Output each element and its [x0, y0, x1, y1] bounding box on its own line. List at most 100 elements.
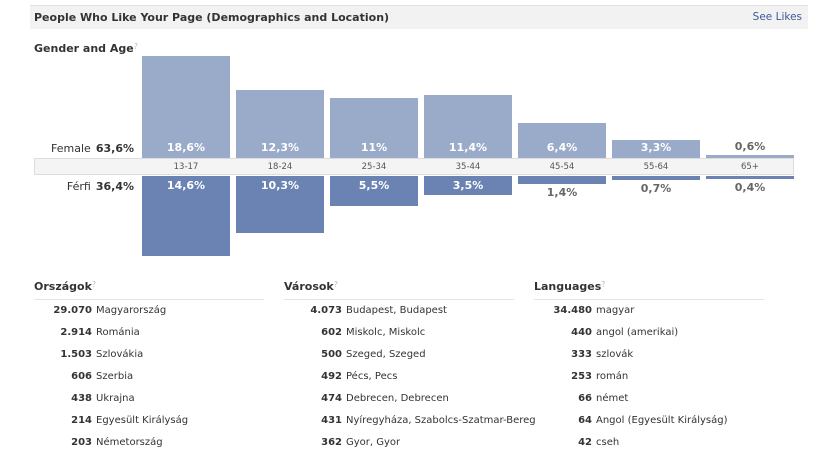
stats-list: Languages? 34.480 magyar 440 angol (amerikai… — [534, 280, 764, 454]
item-count: 2.914 — [60, 327, 92, 338]
female-value-label: 11% — [360, 141, 388, 154]
male-bar — [706, 176, 794, 179]
list-item: 42 cseh — [534, 432, 764, 454]
list-title: Országok? — [34, 280, 264, 300]
list-item: 29.070 Magyarország — [34, 300, 264, 322]
female-bar — [706, 154, 794, 158]
male-value-label: 0,4% — [734, 181, 766, 194]
list-item: 362 Gyor, Gyor — [284, 432, 514, 454]
male-value-label: 5,5% — [358, 179, 390, 192]
female-summary: Female 63,6% — [38, 142, 134, 155]
item-name: Németország — [96, 437, 163, 448]
list-item: 4.073 Budapest, Budapest — [284, 300, 514, 322]
gender-age-title: Gender and Age? — [34, 42, 138, 55]
age-tick-label: 18-24 — [267, 162, 293, 172]
item-name: Szlovákia — [96, 349, 144, 360]
gender-age-label: Gender and Age — [34, 42, 134, 55]
item-name: szlovák — [596, 349, 634, 360]
see-likes-link[interactable]: See Likes — [752, 11, 802, 23]
item-count: 42 — [578, 437, 592, 448]
item-count: 431 — [321, 415, 342, 426]
list-item: 474 Debrecen, Debrecen — [284, 388, 514, 410]
list-item: 500 Szeged, Szeged — [284, 344, 514, 366]
female-value-label: 6,4% — [546, 141, 578, 154]
item-name: cseh — [596, 437, 620, 448]
item-name: Románia — [96, 327, 140, 338]
list-title-text: Országok — [34, 280, 92, 293]
list-item: 64 Angol (Egyesült Királyság) — [534, 410, 764, 432]
item-name: angol (amerikai) — [596, 327, 679, 338]
female-bar — [142, 55, 230, 158]
help-icon[interactable]: ? — [91, 280, 97, 289]
item-name: Magyarország — [96, 305, 167, 316]
male-bar — [142, 176, 230, 257]
item-count: 214 — [71, 415, 92, 426]
item-count: 440 — [571, 327, 592, 338]
female-value-label: 0,6% — [734, 139, 766, 153]
item-name: Nyíregyháza, Szabolcs-Szatmar-Bereg — [346, 415, 536, 426]
age-tick-label: 35-44 — [455, 162, 481, 172]
female-bar — [612, 139, 700, 158]
item-name: román — [596, 371, 629, 382]
list-item: 492 Pécs, Pecs — [284, 366, 514, 388]
item-count: 606 — [71, 371, 92, 382]
female-bar — [518, 122, 606, 158]
list-item: 253 román — [534, 366, 764, 388]
list-item: 1.503 Szlovákia — [34, 344, 264, 366]
list-item: 606 Szerbia — [34, 366, 264, 388]
item-count: 4.073 — [310, 305, 342, 316]
item-count: 333 — [571, 349, 592, 360]
panel-header: People Who Like Your Page (Demographics … — [30, 5, 808, 29]
female-bar — [236, 90, 324, 158]
item-name: Angol (Egyesült Királyság) — [596, 415, 728, 426]
female-value-label: 3,3% — [640, 141, 672, 154]
item-name: magyar — [596, 305, 635, 316]
list-item: 438 Ukrajna — [34, 388, 264, 410]
male-value-label: 3,5% — [452, 179, 484, 192]
stats-list: Országok? 29.070 Magyarország 2.914 Románia 1… — [34, 280, 264, 454]
item-count: 66 — [578, 393, 592, 404]
list-item: 2.914 Románia — [34, 322, 264, 344]
item-count: 203 — [71, 437, 92, 448]
age-tick-label: 13-17 — [173, 162, 199, 172]
item-name: Szeged, Szeged — [346, 349, 426, 360]
item-name: Debrecen, Debrecen — [346, 393, 449, 404]
list-item: 214 Egyesült Királyság — [34, 410, 264, 432]
help-icon[interactable]: ? — [601, 280, 606, 289]
male-bar — [518, 176, 606, 184]
male-bar — [330, 176, 418, 207]
female-value-label: 11,4% — [448, 141, 488, 154]
female-value-label: 12,3% — [260, 141, 300, 154]
panel-title: People Who Like Your Page (Demographics … — [34, 11, 390, 24]
male-value-label: 14,6% — [166, 179, 206, 192]
male-value-label: 1,4% — [546, 185, 578, 199]
female-total: 63,6% — [95, 142, 134, 155]
list-item: 203 Németország — [34, 432, 264, 454]
male-bar — [424, 176, 512, 196]
male-total: 36,4% — [95, 180, 134, 193]
list-item: 602 Miskolc, Miskolc — [284, 322, 514, 344]
list-title: Városok? — [284, 280, 514, 300]
female-label: Female — [51, 142, 91, 155]
list-item: 431 Nyíregyháza, Szabolcs-Szatmar-Bereg — [284, 410, 536, 432]
age-tick-label: 55-64 — [643, 162, 669, 172]
item-count: 34.480 — [553, 305, 592, 316]
item-count: 253 — [571, 371, 592, 382]
item-count: 64 — [578, 415, 592, 426]
male-bar — [612, 176, 700, 180]
help-icon[interactable]: ? — [333, 280, 338, 289]
item-name: Miskolc, Miskolc — [346, 327, 426, 338]
help-icon[interactable]: ? — [133, 42, 138, 51]
item-count: 602 — [321, 327, 342, 338]
list-item: 333 szlovák — [534, 344, 764, 366]
female-bar — [330, 97, 418, 158]
item-count: 29.070 — [53, 305, 92, 316]
item-name: Gyor, Gyor — [346, 437, 401, 448]
item-count: 492 — [321, 371, 342, 382]
item-name: Szerbia — [96, 371, 134, 382]
item-count: 438 — [71, 393, 92, 404]
item-count: 362 — [321, 437, 342, 448]
age-axis — [34, 158, 794, 175]
age-tick-label: 25-34 — [361, 162, 387, 172]
